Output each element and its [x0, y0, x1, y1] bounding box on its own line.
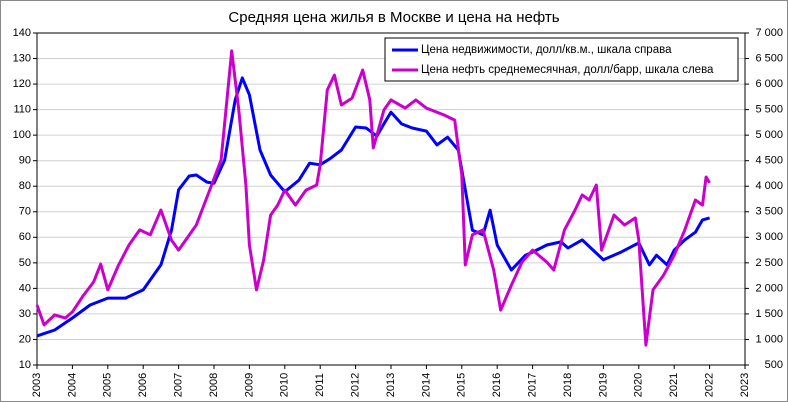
y2-tick-label: 4 500 [755, 155, 783, 167]
y-tick-label: 10 [19, 359, 31, 371]
y2-tick-label: 3 500 [755, 206, 783, 218]
y2-tick-label: 500 [765, 359, 783, 371]
legend-text: Цена нефть среднемесячная, долл/барр, шк… [421, 64, 714, 76]
x-tick-label: 2019 [597, 373, 609, 397]
legend: Цена недвижимости, долл/кв.м., шкала спр… [384, 37, 739, 82]
x-tick-label: 2011 [314, 373, 326, 397]
y-tick-label: 90 [19, 155, 31, 167]
x-tick-label: 2007 [173, 373, 185, 397]
y-tick-label: 140 [13, 27, 31, 39]
y-tick-label: 120 [13, 78, 31, 90]
plot-frame [36, 32, 746, 366]
legend-box [384, 37, 739, 82]
y-tick-label: 20 [19, 333, 31, 345]
y-tick-label: 50 [19, 257, 31, 269]
chart-title: Средняя цена жилья в Москве и цена на не… [228, 9, 559, 26]
x-tick-label: 2012 [350, 373, 362, 397]
x-tick-label: 2021 [668, 373, 680, 397]
x-tick-label: 2004 [66, 373, 78, 397]
y2-tick-label: 7 000 [755, 27, 783, 39]
y-tick-label: 100 [13, 129, 31, 141]
y2-tick-label: 1 000 [755, 333, 783, 345]
y-tick-label: 40 [19, 282, 31, 294]
y2-tick-label: 3 000 [755, 231, 783, 243]
y-tick-label: 70 [19, 206, 31, 218]
series-line [35, 49, 711, 347]
x-tick-label: 2003 [31, 373, 43, 397]
x-tick-label: 2020 [633, 373, 645, 397]
y-tick-label: 60 [19, 231, 31, 243]
legend-text: Цена недвижимости, долл/кв.м., шкала спр… [421, 44, 672, 56]
y-tick-label: 130 [13, 52, 31, 64]
x-tick-label: 2017 [527, 373, 539, 397]
y2-tick-label: 5 500 [755, 104, 783, 116]
x-tick-label: 2023 [739, 373, 751, 397]
x-tick-label: 2018 [562, 373, 574, 397]
y2-tick-label: 6 000 [755, 78, 783, 90]
y2-tick-label: 1 500 [755, 308, 783, 320]
x-tick-label: 2013 [385, 373, 397, 397]
x-tick-label: 2005 [102, 373, 114, 397]
y-tick-label: 30 [19, 308, 31, 320]
x-tick-label: 2008 [208, 373, 220, 397]
y2-tick-label: 5 000 [755, 129, 783, 141]
x-tick-label: 2006 [137, 373, 149, 397]
y2-tick-label: 6 500 [755, 52, 783, 64]
y-tick-label: 80 [19, 180, 31, 192]
x-tick-label: 2009 [243, 373, 255, 397]
x-tick-label: 2022 [704, 373, 716, 397]
series-line [36, 76, 711, 338]
x-tick-label: 2016 [491, 373, 503, 397]
x-tick-label: 2015 [456, 373, 468, 397]
y-tick-label: 110 [13, 104, 31, 116]
y2-tick-label: 2 000 [755, 282, 783, 294]
y2-tick-label: 2 500 [755, 257, 783, 269]
x-tick-label: 2014 [420, 373, 432, 397]
x-tick-label: 2010 [279, 373, 291, 397]
y2-tick-label: 4 000 [755, 180, 783, 192]
